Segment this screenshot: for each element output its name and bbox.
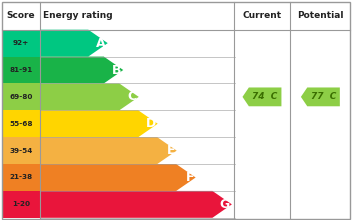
Text: G: G — [220, 198, 230, 211]
Text: A: A — [96, 37, 106, 50]
Text: E: E — [166, 144, 175, 157]
Polygon shape — [40, 191, 232, 218]
Bar — [2, 83, 40, 110]
Text: 69-80: 69-80 — [9, 94, 33, 100]
Text: F: F — [185, 171, 194, 184]
Bar — [2, 191, 40, 218]
Polygon shape — [242, 88, 281, 106]
Text: B: B — [112, 64, 121, 77]
Bar — [2, 137, 40, 164]
Polygon shape — [40, 110, 158, 137]
Polygon shape — [40, 57, 123, 83]
Bar — [2, 57, 40, 83]
Bar — [2, 164, 40, 191]
Bar — [2, 30, 40, 57]
Text: 1-20: 1-20 — [12, 201, 30, 207]
Polygon shape — [40, 164, 196, 191]
Text: 21-38: 21-38 — [9, 174, 33, 180]
Text: C: C — [128, 90, 137, 103]
Polygon shape — [40, 83, 139, 110]
Text: 74  C: 74 C — [252, 92, 278, 101]
Text: Potential: Potential — [297, 11, 344, 20]
Bar — [2, 110, 40, 137]
Text: 39-54: 39-54 — [9, 148, 33, 154]
Polygon shape — [40, 137, 177, 164]
Text: Energy rating: Energy rating — [43, 11, 113, 20]
Polygon shape — [40, 30, 108, 57]
Text: 55-68: 55-68 — [9, 121, 33, 127]
Polygon shape — [301, 88, 340, 106]
Text: D: D — [146, 117, 156, 130]
Text: 92+: 92+ — [13, 40, 29, 46]
Text: 81-91: 81-91 — [9, 67, 33, 73]
Text: Score: Score — [7, 11, 35, 20]
Text: 77  C: 77 C — [310, 92, 336, 101]
Text: Current: Current — [242, 11, 281, 20]
